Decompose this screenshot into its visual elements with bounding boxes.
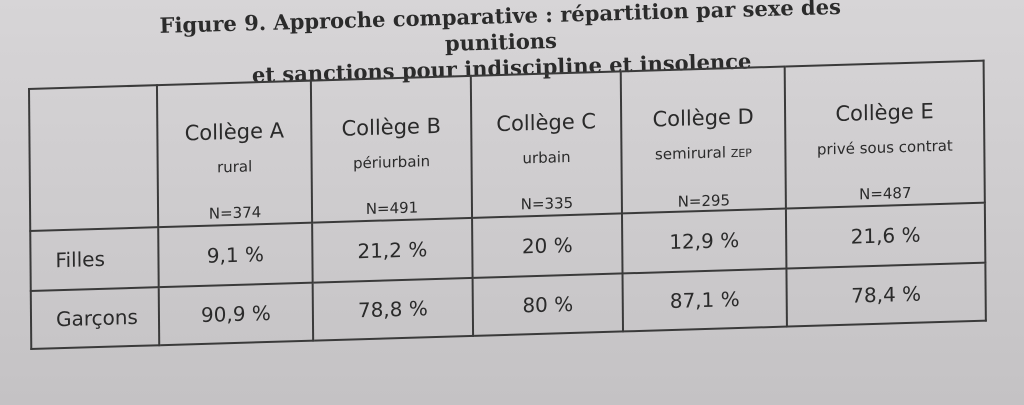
table-cell: 87,1 % [622,268,787,332]
college-type: semirural ZEP [654,143,752,164]
header-cell-college-b: Collège B périurbain N=491 [310,75,473,223]
header-corner-cell [29,85,159,231]
table-cell: 12,9 % [621,208,787,274]
college-name: Collège D [652,104,754,132]
table-cell: 80 % [472,273,624,336]
college-name: Collège A [184,118,285,146]
table-cell: 90,9 % [158,282,314,346]
college-name: Collège C [496,109,597,137]
college-type-suffix: ZEP [730,146,752,161]
table-cell: 20 % [472,213,623,278]
header-row: Collège A rural N=374 Collège B périurba… [29,60,985,231]
college-type: privé sous contrat [816,136,953,159]
college-type: urbain [522,147,571,168]
college-n: N=335 [520,193,574,214]
college-name: Collège B [341,113,442,141]
college-type: périurbain [352,152,431,173]
college-type: rural [216,157,253,177]
table-cell: 21,6 % [785,202,986,269]
table-wrap: Collège A rural N=374 Collège B périurba… [28,60,990,401]
comparison-table: Collège A rural N=374 Collège B périurba… [28,60,987,350]
table-cell: 9,1 % [158,222,313,288]
college-n: N=487 [858,183,912,204]
college-name: Collège E [835,99,934,127]
row-label: Garçons [30,287,160,350]
header-cell-college-d: Collège D semirural ZEP N=295 [620,66,786,214]
header-cell-college-c: Collège C urbain N=335 [470,71,622,218]
table-cell: 21,2 % [312,217,473,283]
table-cell: 78,8 % [312,277,474,341]
table-cell: 78,4 % [786,262,986,327]
college-n: N=295 [677,191,731,211]
row-label: Filles [30,227,159,292]
header-cell-college-e: Collège E privé sous contrat N=487 [784,60,985,209]
college-n: N=374 [208,203,262,223]
college-n: N=491 [365,198,419,219]
header-cell-college-a: Collège A rural N=374 [156,80,313,228]
